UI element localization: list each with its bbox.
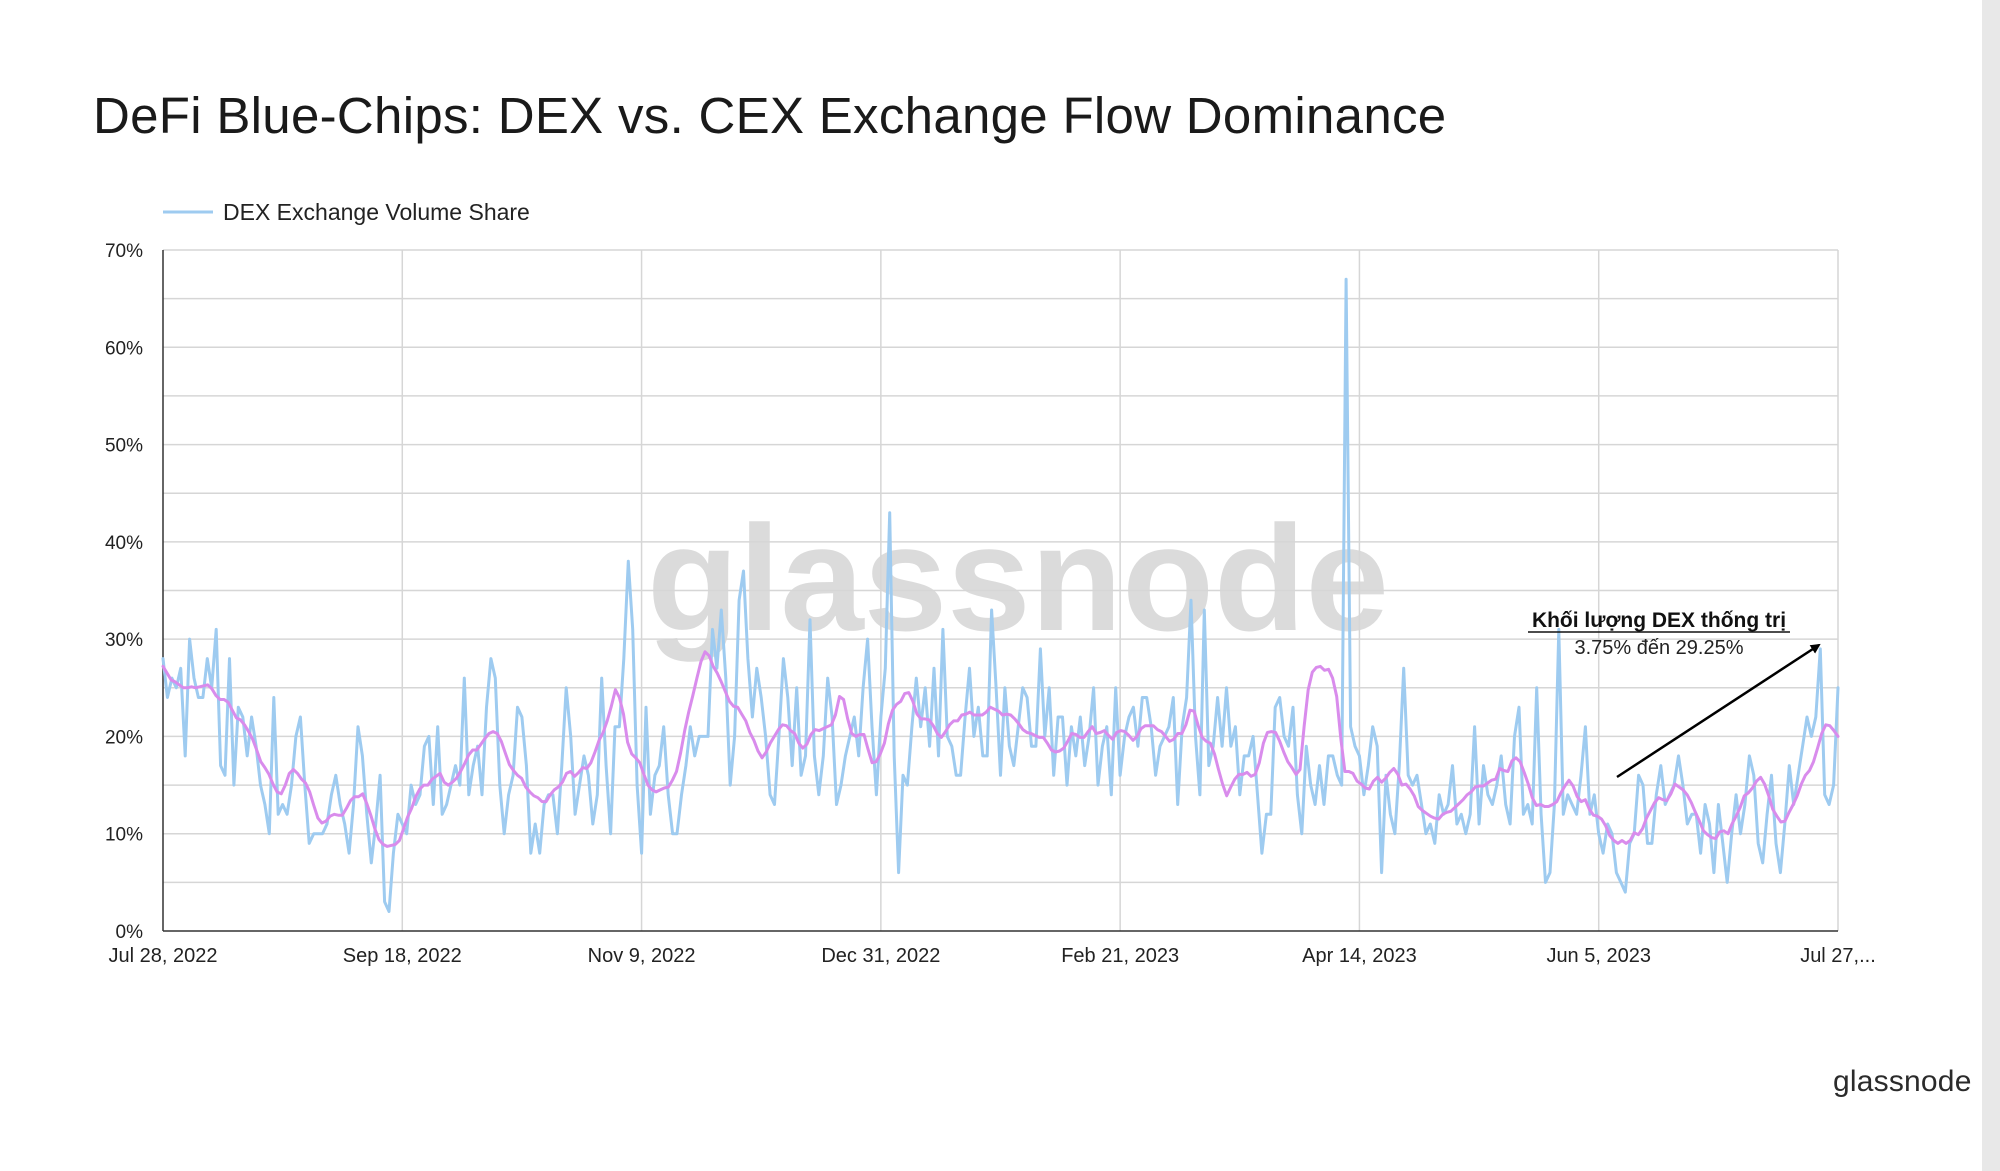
annotation-subtitle: 3.75% đến 29.25% bbox=[1574, 637, 1743, 659]
series-line-0 bbox=[161, 277, 1840, 913]
x-tick-label: Sep 18, 2022 bbox=[343, 945, 462, 967]
watermark: glassnode bbox=[647, 494, 1389, 662]
y-tick-label: 30% bbox=[105, 630, 143, 651]
series-lines bbox=[161, 277, 1840, 913]
x-tick-label: Nov 9, 2022 bbox=[588, 945, 696, 967]
legend-label-dex: DEX Exchange Volume Share bbox=[223, 199, 530, 225]
x-tick-label: Jul 27,... bbox=[1800, 945, 1876, 967]
scrollbar-track[interactable] bbox=[1982, 0, 2000, 1171]
series-line-1 bbox=[161, 650, 1840, 848]
annotation-arrow bbox=[1616, 643, 1821, 779]
y-tick-label: 0% bbox=[116, 922, 144, 943]
y-tick-label: 70% bbox=[105, 241, 143, 262]
x-tick-label: Dec 31, 2022 bbox=[821, 945, 940, 967]
x-tick-label: Feb 21, 2023 bbox=[1061, 945, 1179, 967]
y-tick-labels: 0% 10% 20% 30% 40% 50% 60% 70% bbox=[105, 241, 143, 943]
y-tick-label: 50% bbox=[105, 436, 143, 457]
y-tick-label: 10% bbox=[105, 825, 143, 846]
x-tick-labels: Jul 28, 2022 Sep 18, 2022 Nov 9, 2022 Dec 3… bbox=[109, 945, 1876, 967]
x-tick-label: Jul 28, 2022 bbox=[109, 945, 218, 967]
brand-logo: glassnode bbox=[1833, 1065, 1972, 1098]
annotation: Khối lượng DEX thống trị 3.75% đến 29.25… bbox=[1528, 609, 1821, 779]
grid-lines bbox=[163, 249, 1839, 931]
axes bbox=[162, 250, 1838, 932]
y-tick-label: 20% bbox=[105, 727, 143, 748]
chart-title: DeFi Blue-Chips: DEX vs. CEX Exchange Fl… bbox=[93, 87, 1447, 144]
legend: DEX Exchange Volume Share bbox=[163, 199, 530, 225]
annotation-title: Khối lượng DEX thống trị bbox=[1532, 609, 1786, 632]
y-tick-label: 40% bbox=[105, 533, 143, 554]
x-tick-label: Jun 5, 2023 bbox=[1546, 945, 1651, 967]
x-tick-label: Apr 14, 2023 bbox=[1302, 945, 1417, 967]
y-tick-label: 60% bbox=[105, 338, 143, 359]
